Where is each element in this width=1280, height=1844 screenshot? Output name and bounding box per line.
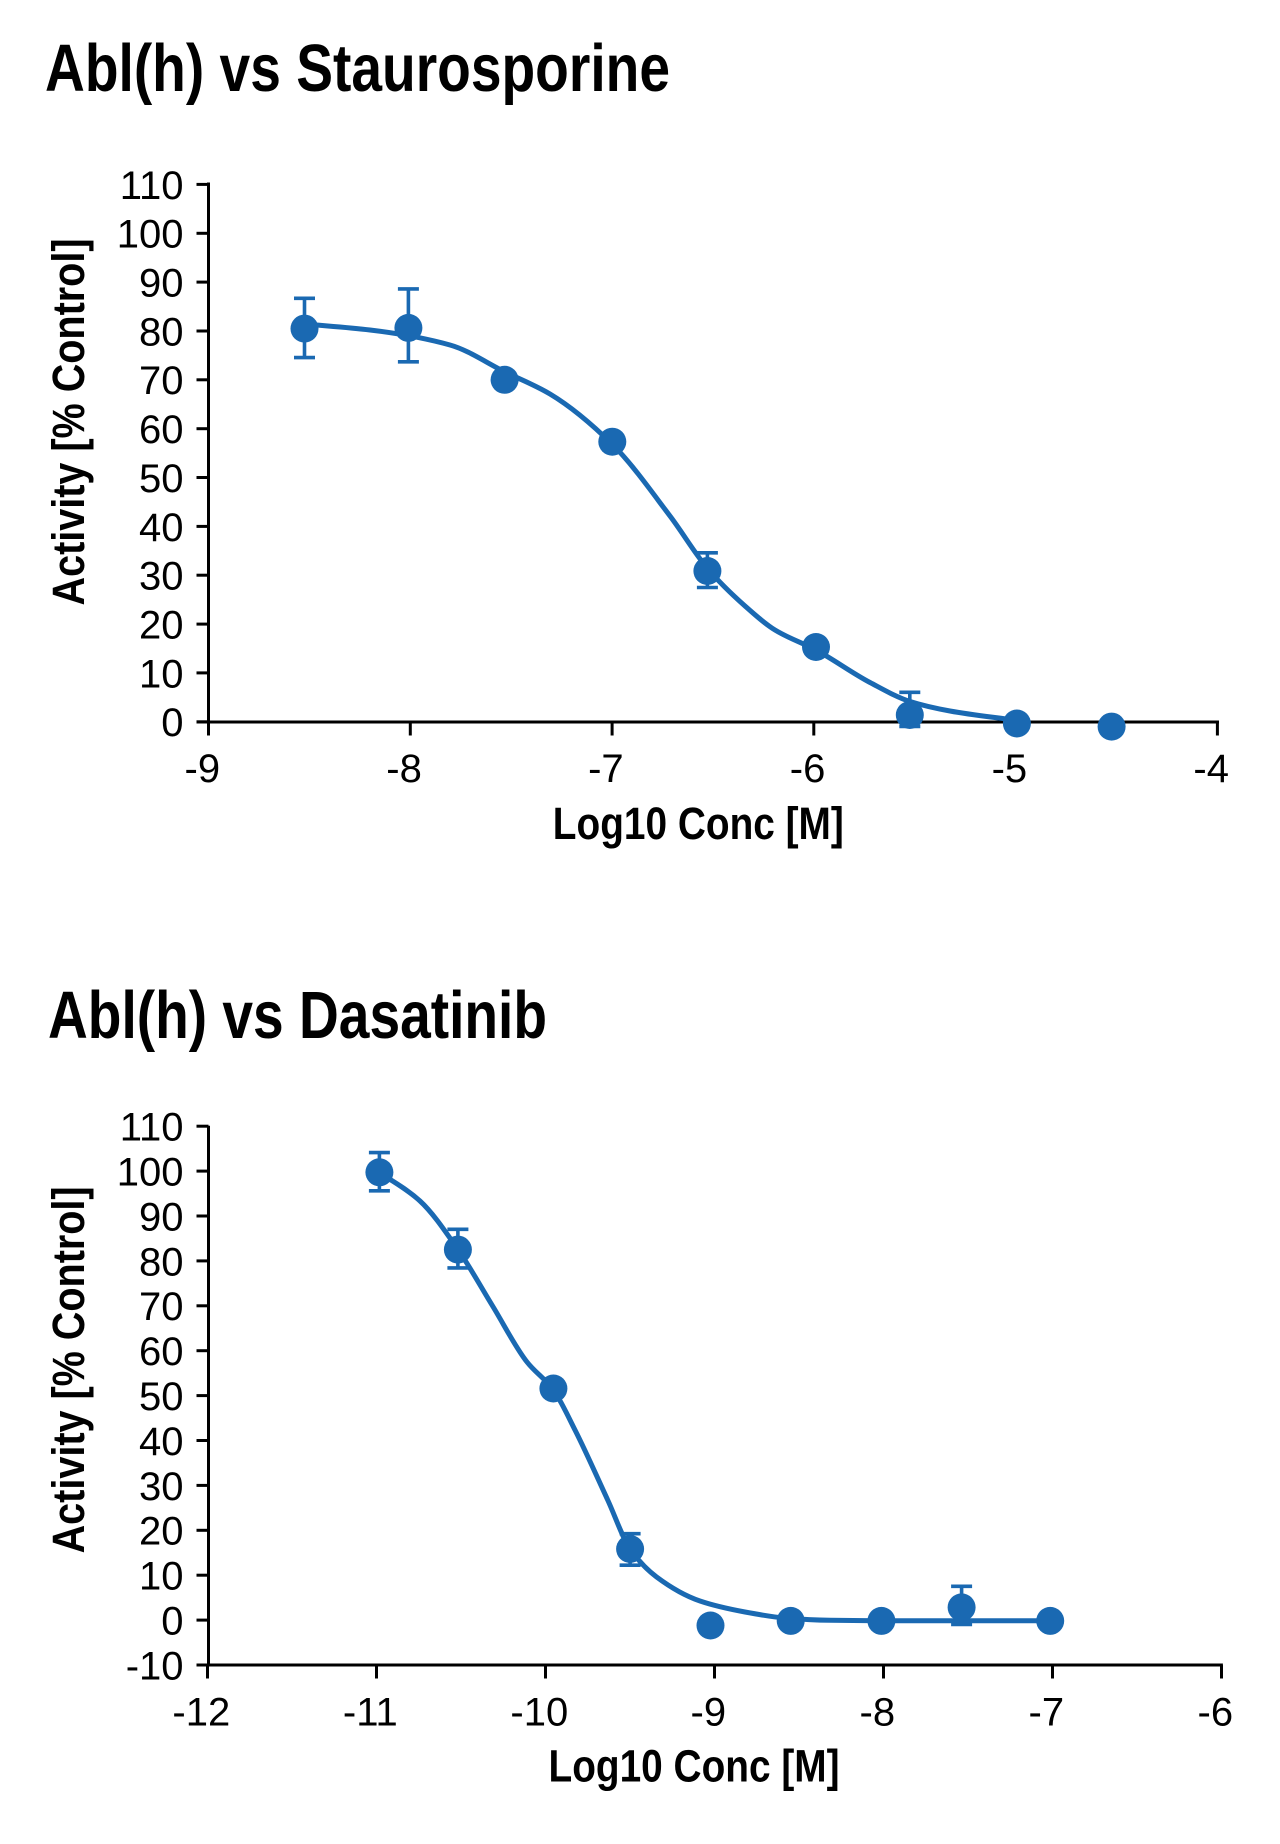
svg-text:10: 10 — [139, 1555, 184, 1599]
svg-text:-8: -8 — [386, 747, 422, 791]
svg-text:80: 80 — [139, 310, 184, 354]
svg-text:100: 100 — [117, 1151, 184, 1195]
svg-text:70: 70 — [139, 1285, 184, 1329]
svg-text:-6: -6 — [1198, 1691, 1234, 1735]
svg-text:-10: -10 — [126, 1644, 184, 1688]
svg-text:-12: -12 — [172, 1691, 230, 1735]
svg-text:90: 90 — [139, 262, 184, 306]
svg-text:110: 110 — [120, 164, 184, 208]
svg-text:30: 30 — [139, 555, 184, 599]
svg-text:60: 60 — [139, 1330, 184, 1374]
svg-text:20: 20 — [139, 1510, 184, 1554]
svg-text:-6: -6 — [790, 747, 826, 791]
svg-text:Log10 Conc [M]: Log10 Conc [M] — [553, 798, 844, 849]
svg-text:-11: -11 — [343, 1691, 398, 1735]
svg-text:-7: -7 — [588, 747, 624, 791]
svg-text:50: 50 — [139, 1375, 184, 1419]
svg-text:0: 0 — [161, 701, 183, 745]
svg-text:90: 90 — [139, 1195, 184, 1239]
svg-text:Activity [% Control]: Activity [% Control] — [43, 1186, 94, 1553]
svg-text:Log10 Conc [M]: Log10 Conc [M] — [549, 1741, 840, 1792]
svg-text:-9: -9 — [185, 747, 221, 791]
svg-text:-4: -4 — [1193, 747, 1229, 791]
svg-text:20: 20 — [139, 604, 184, 648]
svg-text:-5: -5 — [992, 747, 1028, 791]
svg-text:110: 110 — [120, 1106, 184, 1150]
svg-text:0: 0 — [161, 1600, 183, 1644]
svg-text:30: 30 — [139, 1465, 184, 1509]
svg-text:40: 40 — [139, 1420, 184, 1464]
svg-text:10: 10 — [139, 652, 184, 696]
svg-text:-9: -9 — [691, 1691, 727, 1735]
svg-text:Abl(h) vs Dasatinib: Abl(h) vs Dasatinib — [48, 978, 547, 1053]
svg-text:40: 40 — [139, 506, 184, 550]
svg-text:-8: -8 — [860, 1691, 896, 1735]
svg-text:80: 80 — [139, 1240, 184, 1284]
svg-text:Activity [% Control]: Activity [% Control] — [43, 239, 94, 606]
svg-text:-10: -10 — [510, 1691, 568, 1735]
svg-text:100: 100 — [117, 213, 184, 257]
svg-text:Abl(h) vs Staurosporine: Abl(h) vs Staurosporine — [45, 31, 670, 106]
svg-text:70: 70 — [139, 359, 184, 403]
svg-text:-7: -7 — [1029, 1691, 1065, 1735]
svg-text:50: 50 — [139, 457, 184, 501]
svg-text:60: 60 — [139, 408, 184, 452]
